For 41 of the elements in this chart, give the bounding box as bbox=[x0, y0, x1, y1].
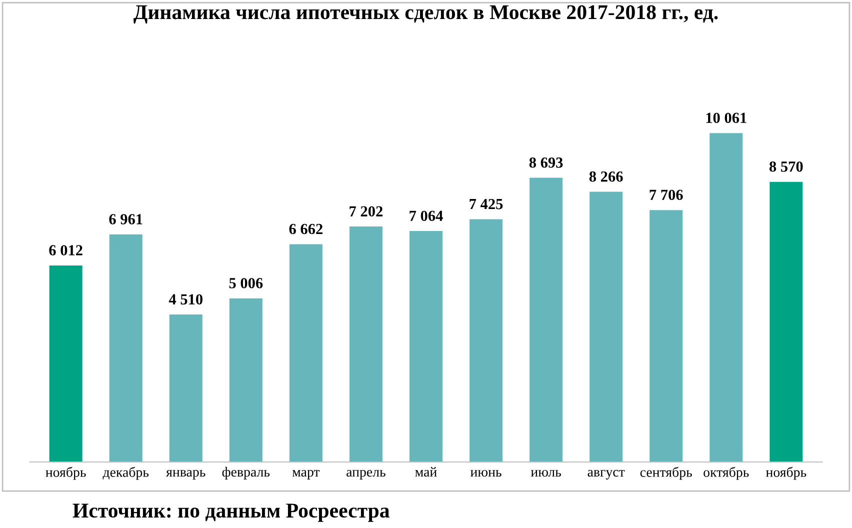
x-tick-label: ноябрь bbox=[46, 466, 86, 480]
bar bbox=[770, 182, 803, 462]
data-label: 8 693 bbox=[529, 157, 563, 168]
bar bbox=[470, 219, 503, 462]
bar bbox=[49, 265, 82, 462]
bar bbox=[590, 192, 623, 462]
bar bbox=[289, 244, 322, 462]
x-tick-label: июнь bbox=[470, 470, 502, 477]
x-tick-label: февраль bbox=[222, 466, 270, 480]
x-tick-label: март bbox=[292, 470, 320, 480]
x-tick-label: май bbox=[415, 466, 437, 477]
data-label: 7 202 bbox=[350, 206, 383, 216]
data-label: 5 006 bbox=[229, 278, 263, 288]
data-label: 7 425 bbox=[470, 198, 503, 210]
bar bbox=[530, 178, 563, 462]
bar bbox=[169, 314, 202, 462]
data-label: 4 510 bbox=[168, 294, 202, 305]
bar bbox=[349, 226, 382, 462]
data-label: 10 061 bbox=[706, 112, 746, 124]
bar bbox=[650, 210, 683, 462]
data-label: 8 266 bbox=[589, 171, 623, 182]
data-label: 6 012 bbox=[49, 245, 82, 256]
text: Источник: по данным Росреестра bbox=[72, 504, 390, 522]
x-tick-label: сентябрь bbox=[640, 466, 692, 480]
x-tick-label: июль bbox=[530, 470, 561, 477]
x-tick-label: январь bbox=[166, 470, 206, 480]
data-label: 7 706 bbox=[650, 190, 683, 200]
x-tick-label: ноябрь bbox=[766, 466, 806, 480]
data-label: 8 570 bbox=[769, 161, 803, 172]
data-label: 6 662 bbox=[289, 224, 322, 234]
x-tick-label: апрель bbox=[346, 470, 386, 480]
x-tick-label: октябрь bbox=[704, 466, 749, 480]
data-label: 6 961 bbox=[109, 214, 142, 224]
bar bbox=[710, 133, 743, 462]
data-label: 7 064 bbox=[410, 210, 443, 222]
bar bbox=[409, 231, 443, 462]
bar bbox=[229, 298, 262, 462]
chart-title: Динамика числа ипотечных сделок в Москве 2017-2018 гг., ед. bbox=[133, 5, 718, 24]
x-tick-label: декабрь bbox=[102, 466, 149, 480]
x-tick-label: август bbox=[588, 470, 625, 480]
bar bbox=[109, 234, 142, 462]
